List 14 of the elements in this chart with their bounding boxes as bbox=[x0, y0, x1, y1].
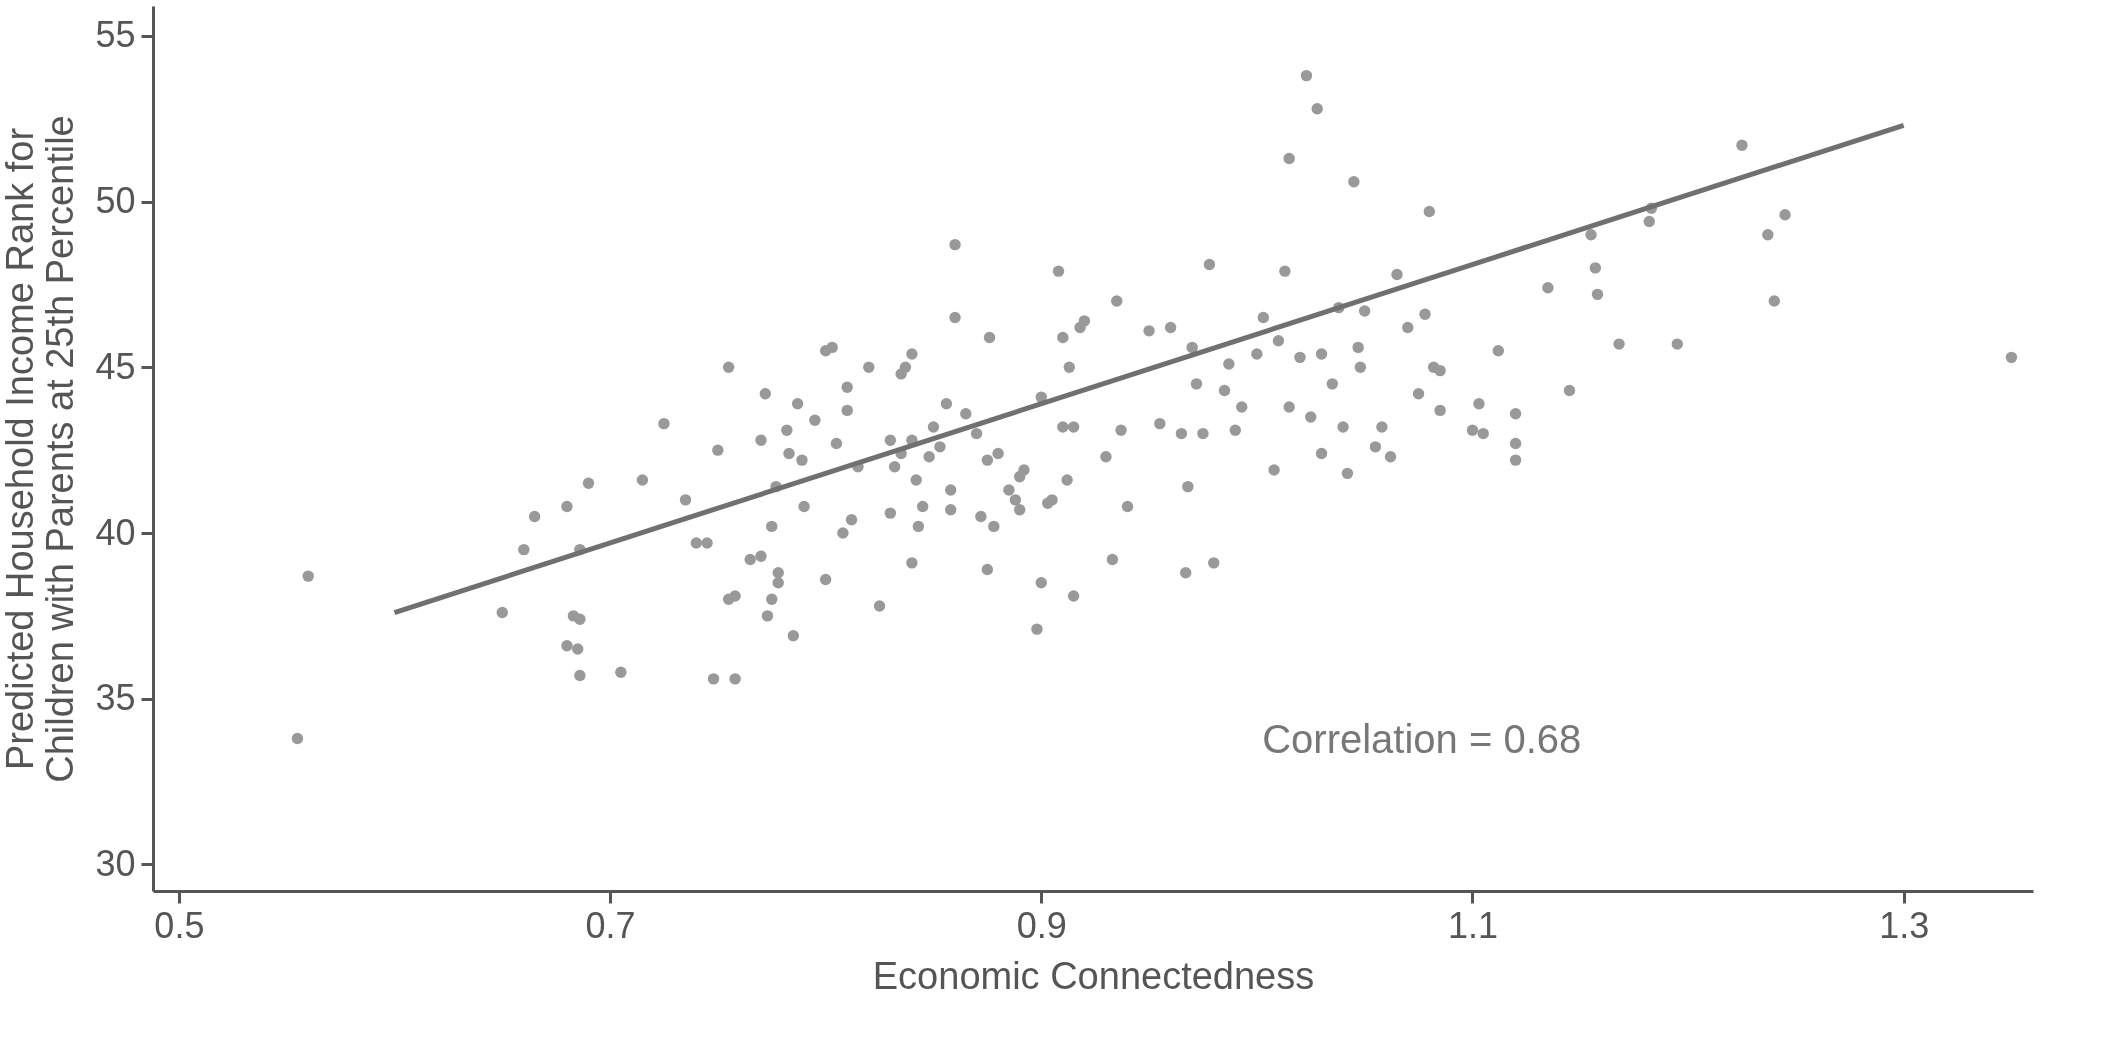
y-tick-label: 50 bbox=[95, 180, 136, 222]
x-tick-label: 1.1 bbox=[1447, 904, 1498, 946]
annotation: Correlation = 0.68 bbox=[1262, 716, 1582, 761]
x-tick-label: 1.3 bbox=[1879, 904, 1930, 946]
y-tick-label: 45 bbox=[95, 345, 136, 387]
x-tick-label: 0.7 bbox=[585, 904, 636, 946]
y-axis-title: Predicted Household Income Rank for Children with Parents at 25th Percentile bbox=[0, 115, 82, 783]
x-tick-label: 0.9 bbox=[1016, 904, 1067, 946]
y-tick-label: 35 bbox=[95, 677, 136, 719]
x-axis-title: Economic Connectedness bbox=[872, 954, 1315, 997]
y-tick-label: 40 bbox=[95, 511, 136, 553]
y-tick-label: 30 bbox=[95, 842, 136, 884]
x-tick-label: 0.5 bbox=[154, 904, 205, 946]
y-tick-label: 55 bbox=[95, 14, 136, 56]
